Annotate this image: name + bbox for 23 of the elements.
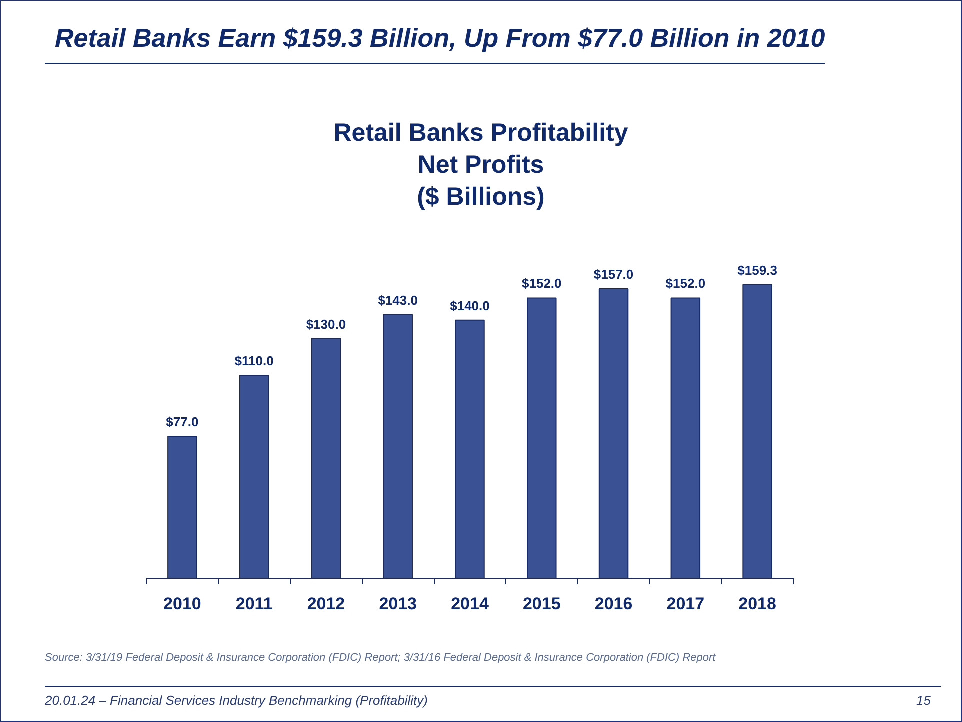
chart-subtitle: Retail Banks Profitability Net Profits ($ Billions): [332, 118, 630, 213]
data-label: $157.0: [594, 266, 634, 282]
data-label: $130.0: [306, 316, 346, 332]
x-tick-label: 2012: [307, 594, 346, 614]
x-tick-label: 2018: [738, 594, 776, 614]
source-note: Source: 3/31/19 Federal Deposit & Insurance Corporation (FDIC) Report; 3/31/16 Federal Deposit & Insurance Corporation (FDIC) Report: [44, 651, 717, 665]
x-tick-label: 2013: [379, 594, 418, 614]
data-label: $152.0: [666, 276, 706, 292]
data-label: $77.0: [166, 414, 199, 430]
x-tick-label: 2016: [594, 594, 633, 614]
x-tick-label: 2010: [164, 594, 202, 614]
data-label: $143.0: [378, 292, 418, 308]
data-label: $110.0: [234, 354, 274, 369]
x-tick-label: 2017: [666, 594, 705, 614]
x-tick-label: 2014: [451, 594, 490, 614]
chart-title: Retail Banks Earn $159.3 Billion, Up From $77.0 Billion in 2010: [45, 1, 826, 64]
data-label: $152.0: [522, 276, 562, 292]
x-tick-label: 2015: [522, 594, 561, 614]
text: 20.01.24 – Financial Services Industry Benchmarking (Profitability): [45, 693, 428, 709]
data-label: $140.0: [450, 298, 490, 314]
x-tick-label: 2011: [236, 594, 273, 614]
data-label: $159.3: [738, 262, 778, 278]
text: 15: [916, 693, 932, 709]
